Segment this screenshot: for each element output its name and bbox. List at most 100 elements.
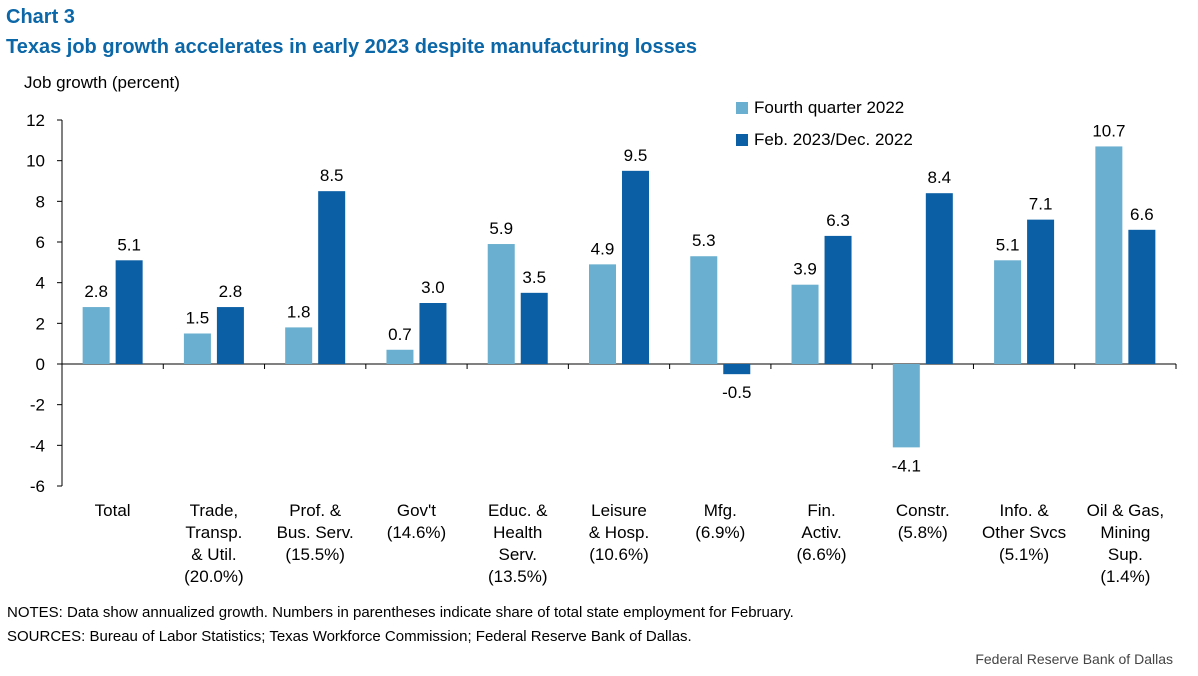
x-tick-label: Leisure bbox=[591, 501, 647, 520]
chart-title: Texas job growth accelerates in early 20… bbox=[6, 36, 698, 58]
bar-series2 bbox=[925, 193, 953, 364]
x-tick-label: Total bbox=[95, 501, 131, 520]
x-tick-label: Info. & bbox=[1000, 501, 1050, 520]
data-label: 2.8 bbox=[219, 282, 243, 301]
data-label: 5.9 bbox=[489, 219, 513, 238]
data-label: 1.5 bbox=[186, 309, 210, 328]
bar-series2 bbox=[824, 235, 852, 364]
legend-label-series2: Feb. 2023/Dec. 2022 bbox=[754, 130, 913, 149]
footnotes: NOTES: Data show annualized growth. Numb… bbox=[7, 601, 794, 649]
y-tick-label: 12 bbox=[26, 111, 45, 130]
x-tick-label: Sup. bbox=[1108, 545, 1143, 564]
y-axis-label: Job growth (percent) bbox=[24, 73, 180, 92]
data-label: 3.9 bbox=[793, 260, 817, 279]
y-tick-label: 6 bbox=[36, 233, 45, 252]
x-tick-label: Mining bbox=[1100, 523, 1150, 542]
data-label: 5.1 bbox=[996, 235, 1020, 254]
x-tick-label: Prof. & bbox=[289, 501, 342, 520]
x-tick-label: Serv. bbox=[499, 545, 537, 564]
x-tick-label: Educ. & bbox=[488, 501, 548, 520]
x-tick-label: (10.6%) bbox=[589, 545, 649, 564]
y-tick-label: 10 bbox=[26, 152, 45, 171]
bar-series2 bbox=[318, 191, 346, 364]
notes-text: NOTES: Data show annualized growth. Numb… bbox=[7, 604, 794, 621]
data-label: 4.9 bbox=[591, 239, 615, 258]
x-tick-label: Other Svcs bbox=[982, 523, 1066, 542]
y-tick-label: 2 bbox=[36, 314, 45, 333]
x-tick-label: Trade, bbox=[190, 501, 239, 520]
data-label: 7.1 bbox=[1029, 195, 1053, 214]
bar-series2 bbox=[723, 364, 751, 375]
x-tick-label: (1.4%) bbox=[1100, 567, 1150, 586]
bar-series1 bbox=[487, 244, 515, 364]
data-label: 5.3 bbox=[692, 231, 716, 250]
x-tick-label: Bus. Serv. bbox=[277, 523, 354, 542]
x-tick-label: Activ. bbox=[801, 523, 841, 542]
y-tick-label: -2 bbox=[30, 396, 45, 415]
bar-series1 bbox=[183, 333, 211, 364]
data-label: -4.1 bbox=[892, 456, 921, 475]
data-label: 2.8 bbox=[84, 282, 108, 301]
data-label: -0.5 bbox=[722, 383, 751, 402]
legend-item-series2: Feb. 2023/Dec. 2022 bbox=[736, 124, 913, 156]
legend: Fourth quarter 2022 Feb. 2023/Dec. 2022 bbox=[736, 92, 913, 156]
bar-series2 bbox=[115, 260, 143, 364]
bar-series1 bbox=[1095, 146, 1123, 364]
data-label: 0.7 bbox=[388, 325, 412, 344]
y-tick-label: -4 bbox=[30, 436, 45, 455]
y-tick-label: -6 bbox=[30, 477, 45, 496]
data-label: 10.7 bbox=[1092, 121, 1125, 140]
bar-series2 bbox=[520, 292, 548, 364]
bar-series1 bbox=[386, 349, 414, 364]
legend-item-series1: Fourth quarter 2022 bbox=[736, 92, 913, 124]
data-label: 8.4 bbox=[927, 168, 951, 187]
bar-series2 bbox=[419, 303, 447, 364]
bar-series1 bbox=[994, 260, 1022, 364]
legend-swatch-series1 bbox=[736, 102, 748, 114]
data-label: 6.6 bbox=[1130, 205, 1154, 224]
x-tick-label: (13.5%) bbox=[488, 567, 548, 586]
bar-series2 bbox=[622, 170, 649, 364]
legend-swatch-series2 bbox=[736, 134, 748, 146]
legend-label-series1: Fourth quarter 2022 bbox=[754, 98, 905, 117]
bar-series1 bbox=[82, 307, 110, 364]
x-tick-label: & Util. bbox=[191, 545, 236, 564]
bar-series1 bbox=[690, 256, 718, 364]
bar-series1 bbox=[285, 327, 313, 364]
x-tick-label: Health bbox=[493, 523, 542, 542]
x-tick-label: (5.1%) bbox=[999, 545, 1049, 564]
data-label: 5.1 bbox=[117, 235, 141, 254]
x-tick-label: Gov't bbox=[397, 501, 436, 520]
bar-series2 bbox=[216, 307, 244, 364]
data-label: 1.8 bbox=[287, 302, 311, 321]
x-tick-label: (5.8%) bbox=[898, 523, 948, 542]
x-tick-label: (6.9%) bbox=[695, 523, 745, 542]
sources-text: SOURCES: Bureau of Labor Statistics; Tex… bbox=[7, 628, 692, 645]
bar-series1 bbox=[791, 284, 819, 364]
data-label: 6.3 bbox=[826, 211, 850, 230]
bar-series2 bbox=[1128, 229, 1156, 364]
chart-number: Chart 3 bbox=[6, 6, 75, 28]
y-tick-label: 0 bbox=[36, 355, 45, 374]
x-tick-label: & Hosp. bbox=[589, 523, 649, 542]
bar-series1 bbox=[892, 364, 920, 448]
bar-series2 bbox=[1027, 219, 1055, 364]
x-tick-label: (20.0%) bbox=[184, 567, 244, 586]
bar-series1 bbox=[589, 264, 616, 364]
y-tick-label: 4 bbox=[36, 274, 45, 293]
y-tick-label: 8 bbox=[36, 192, 45, 211]
credit-text: Federal Reserve Bank of Dallas bbox=[975, 651, 1173, 667]
x-tick-label: Oil & Gas, bbox=[1087, 501, 1164, 520]
x-tick-label: Transp. bbox=[185, 523, 242, 542]
x-tick-label: Mfg. bbox=[704, 501, 737, 520]
x-tick-label: Constr. bbox=[896, 501, 950, 520]
data-label: 9.5 bbox=[624, 146, 648, 165]
x-tick-label: Fin. bbox=[807, 501, 835, 520]
x-tick-label: (6.6%) bbox=[797, 545, 847, 564]
x-tick-label: (15.5%) bbox=[285, 545, 345, 564]
data-label: 3.0 bbox=[421, 278, 445, 297]
data-label: 8.5 bbox=[320, 166, 344, 185]
x-tick-label: (14.6%) bbox=[387, 523, 447, 542]
data-label: 3.5 bbox=[522, 268, 546, 287]
